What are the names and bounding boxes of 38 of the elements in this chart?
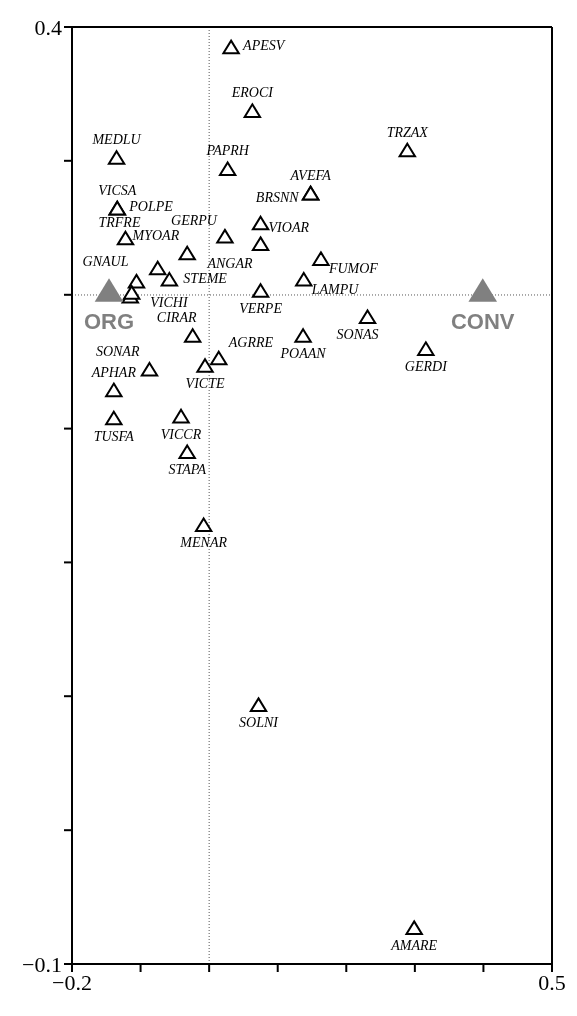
data-label: VICTE xyxy=(185,376,225,392)
data-label: VIOAR xyxy=(268,219,310,235)
data-label: TUSFA xyxy=(93,428,135,444)
data-label: VICHI xyxy=(150,294,189,310)
data-label: TRFRE xyxy=(98,214,141,230)
x-tick-label: 0.5 xyxy=(538,969,566,995)
data-label: VERPE xyxy=(239,301,283,317)
data-label: AGRRE xyxy=(227,334,274,350)
data-label: APHAR xyxy=(90,364,137,380)
data-label: CONV xyxy=(450,309,515,335)
data-label: AMARE xyxy=(390,938,438,954)
y-tick-label: 0.4 xyxy=(34,14,62,40)
data-label: TRZAX xyxy=(386,124,429,140)
data-label: STEME xyxy=(183,270,228,286)
data-label: EROCI xyxy=(230,85,275,101)
data-label: SOLNI xyxy=(239,715,280,731)
data-label: GNAUL xyxy=(82,253,129,269)
data-label: MYOAR xyxy=(131,227,180,243)
data-label: BRSNN xyxy=(255,189,300,205)
data-label: ORG xyxy=(83,309,135,335)
data-label: PAPRH xyxy=(205,143,250,159)
data-label: LAMPU xyxy=(310,281,360,297)
data-label: MEDLU xyxy=(91,132,142,148)
data-label: SONAR xyxy=(95,343,140,359)
data-label: VICSA xyxy=(98,182,137,198)
data-label: CIRAR xyxy=(156,310,197,326)
data-label: POLPE xyxy=(128,198,174,214)
data-label: STAPA xyxy=(168,462,207,478)
data-label: GERPU xyxy=(171,212,218,228)
data-label: MENAR xyxy=(179,535,228,551)
data-label: ANGAR xyxy=(206,256,254,272)
data-label: GERDI xyxy=(404,359,449,375)
data-label: SONAS xyxy=(336,327,379,343)
data-label: VICCR xyxy=(160,426,202,442)
data-label: AVEFA xyxy=(289,167,332,183)
data-label: APESV xyxy=(242,37,286,53)
data-label: POAAN xyxy=(279,346,327,362)
data-label: FUMOF xyxy=(327,261,379,277)
